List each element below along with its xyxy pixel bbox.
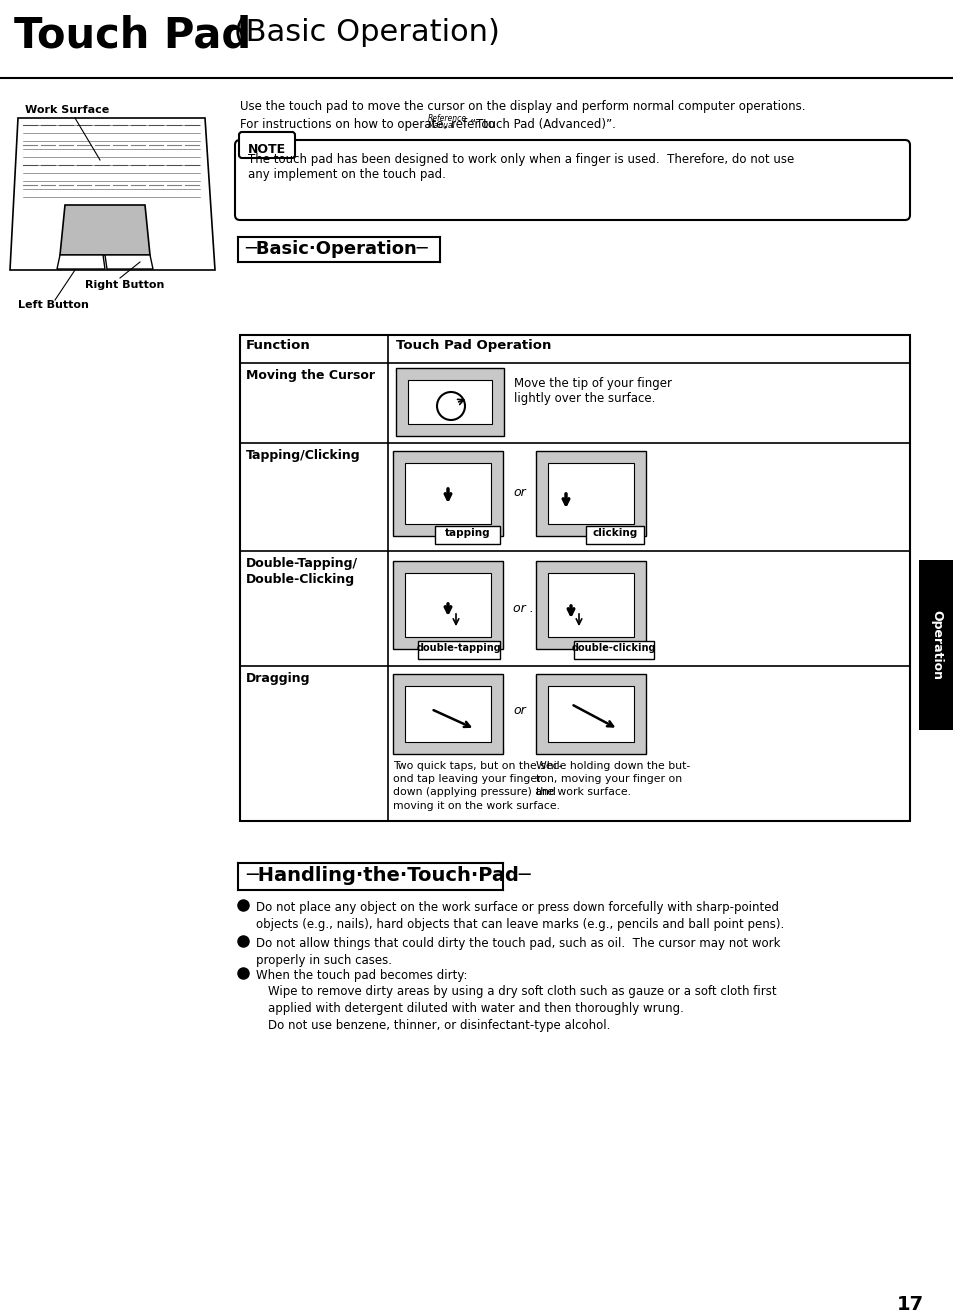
Text: or: or [513,705,525,717]
Polygon shape [57,255,105,269]
Text: While holding down the but-
ton, moving your finger on
the work surface.: While holding down the but- ton, moving … [536,762,690,797]
Bar [536,674,645,754]
Text: Tapping/Clicking: Tapping/Clicking [246,449,360,462]
Bar [393,561,502,649]
Text: tapping: tapping [444,528,490,538]
Bar [547,463,634,524]
Bar [395,368,503,436]
Text: Dragging: Dragging [246,672,310,685]
Bar [393,450,502,536]
Text: or .: or . [513,603,533,616]
Text: Reference: Reference [428,114,467,123]
Polygon shape [105,255,152,269]
Text: Function: Function [246,339,311,352]
Text: Wipe to remove dirty areas by using a dry soft cloth such as gauze or a soft clo: Wipe to remove dirty areas by using a dr… [268,985,776,1032]
Text: Move the tip of your finger
lightly over the surface.: Move the tip of your finger lightly over… [514,377,671,404]
Bar [405,463,491,524]
Text: Touch Pad: Touch Pad [14,14,251,56]
Text: Work Surface: Work Surface [25,105,110,116]
Text: Moving the Cursor: Moving the Cursor [246,369,375,382]
Text: “Touch Pad (Advanced)”.: “Touch Pad (Advanced)”. [470,118,616,131]
Text: NOTE: NOTE [248,143,286,156]
Bar [393,674,502,754]
Text: 17: 17 [896,1295,923,1313]
Text: Do not place any object on the work surface or press down forcefully with sharp-: Do not place any object on the work surf… [255,901,783,931]
Bar [240,335,909,821]
Text: ─Basic·Operation─: ─Basic·Operation─ [245,240,427,257]
FancyBboxPatch shape [239,133,294,158]
Text: Do not allow things that could dirty the touch pad, such as oil.  The cursor may: Do not allow things that could dirty the… [255,937,780,966]
Bar [536,450,645,536]
Bar [405,572,491,637]
Text: (Basic Operation): (Basic Operation) [224,18,499,47]
Text: Touch Pad Operation: Touch Pad Operation [395,339,551,352]
FancyBboxPatch shape [234,140,909,221]
Text: Manual: Manual [428,121,456,130]
Text: ─Handling·the·Touch·Pad─: ─Handling·the·Touch·Pad─ [246,867,530,885]
Text: double-tapping: double-tapping [416,643,501,653]
Bar [574,641,654,659]
Text: clicking: clicking [592,528,637,538]
Polygon shape [60,205,150,255]
Text: or: or [513,487,525,499]
Bar [918,561,953,730]
Polygon shape [10,118,214,270]
Bar [547,685,634,742]
Text: Right Button: Right Button [85,280,164,290]
Text: Double-Clicking: Double-Clicking [246,572,355,586]
Text: When the touch pad becomes dirty:: When the touch pad becomes dirty: [255,969,467,982]
Text: Two quick taps, but on the sec-
ond tap leaving your finger
down (applying press: Two quick taps, but on the sec- ond tap … [393,762,562,810]
Text: double-clicking: double-clicking [571,643,656,653]
Bar [417,641,499,659]
Text: For instructions on how to operate, refer to: For instructions on how to operate, refe… [240,118,495,131]
Bar [585,527,643,544]
Bar [405,685,491,742]
Bar [408,379,492,424]
Text: Operation: Operation [929,611,942,680]
Text: The touch pad has been designed to work only when a finger is used.  Therefore, : The touch pad has been designed to work … [248,154,794,181]
Bar [536,561,645,649]
Text: Left Button: Left Button [18,299,89,310]
Bar [547,572,634,637]
Text: Double-Tapping/: Double-Tapping/ [246,557,357,570]
Bar [435,527,499,544]
Text: Use the touch pad to move the cursor on the display and perform normal computer : Use the touch pad to move the cursor on … [240,100,804,113]
